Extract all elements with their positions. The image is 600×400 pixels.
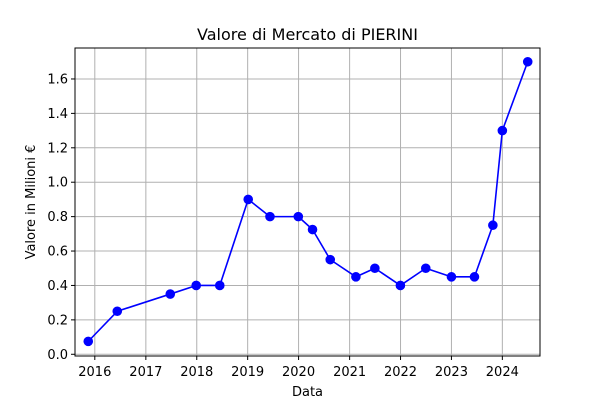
data-points xyxy=(83,56,533,347)
data-point xyxy=(112,306,123,317)
y-tick-label: 0.8 xyxy=(47,210,68,225)
data-point xyxy=(243,194,254,205)
y-tick-label: 1.4 xyxy=(47,107,68,122)
y-tick-label: 1.6 xyxy=(47,72,68,87)
y-tick-label: 1.2 xyxy=(47,141,68,156)
x-axis-label: Data xyxy=(292,385,323,400)
x-tick-label: 2020 xyxy=(282,365,315,380)
x-tick-label: 2024 xyxy=(486,365,519,380)
data-point xyxy=(83,336,94,347)
data-point xyxy=(265,211,275,222)
plot-area-frame xyxy=(74,47,541,357)
data-point xyxy=(497,125,508,136)
x-tick-label: 2023 xyxy=(435,365,468,380)
data-point xyxy=(522,56,533,67)
y-tick-label: 0.4 xyxy=(47,279,68,294)
x-tick-label: 2021 xyxy=(333,365,366,380)
x-tick-label: 2019 xyxy=(231,365,264,380)
x-tick-label: 2016 xyxy=(78,365,111,380)
data-point xyxy=(307,224,318,235)
x-tick-label: 2017 xyxy=(129,365,162,380)
y-tick-label: 0.6 xyxy=(47,245,68,260)
x-axis-ticks: 2016 2017 2018 2019 2020 2021 2022 2023 2024 xyxy=(78,356,519,380)
data-point xyxy=(325,254,336,265)
grid xyxy=(75,48,540,356)
data-point xyxy=(351,272,361,282)
x-tick-label: 2022 xyxy=(384,365,417,380)
data-point xyxy=(165,289,176,299)
data-point xyxy=(214,280,225,291)
data-point xyxy=(191,280,201,291)
data-point xyxy=(293,211,304,222)
y-tick-label: 1.0 xyxy=(47,176,68,191)
data-point xyxy=(446,272,457,282)
data-point xyxy=(370,263,380,274)
x-tick-label: 2018 xyxy=(180,365,213,380)
y-tick-label: 0.2 xyxy=(47,313,68,328)
y-tick-label: 0.0 xyxy=(47,348,68,363)
y-axis-ticks: 0.0 0.2 0.4 0.6 0.8 1.0 1.2 1.4 1.6 xyxy=(47,72,75,363)
chart-title: Valore di Mercato di PIERINI xyxy=(197,25,418,44)
y-axis-label: Valore in Milioni € xyxy=(24,145,39,260)
data-point xyxy=(469,272,480,282)
data-point xyxy=(420,263,431,274)
data-point xyxy=(488,220,498,231)
data-point xyxy=(395,280,406,291)
